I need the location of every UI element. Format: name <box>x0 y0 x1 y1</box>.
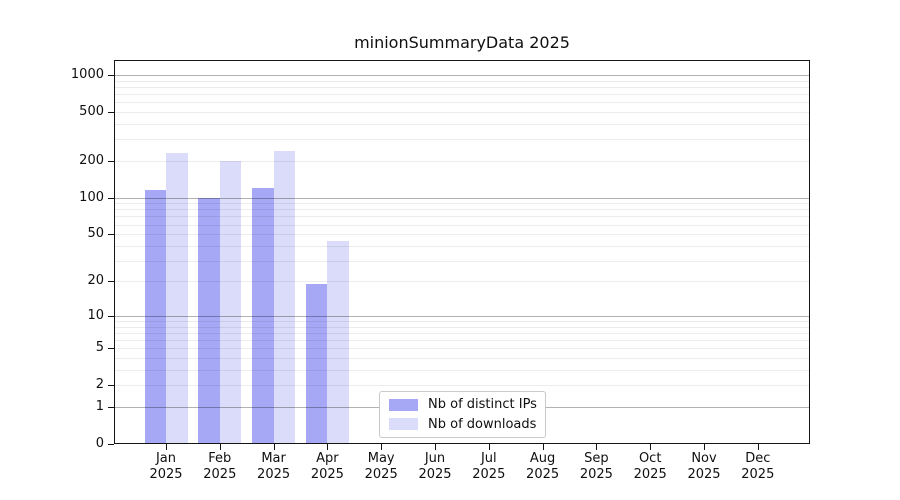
gridline-minor-700 <box>115 94 809 96</box>
y-tick-mark-5 <box>108 348 114 350</box>
legend-item-downloads: Nb of downloads <box>380 417 545 432</box>
y-tick-label-10: 10 <box>87 308 104 323</box>
gridline-minor-9 <box>115 321 809 322</box>
gridline-minor-60 <box>115 224 809 226</box>
y-tick-label-2: 2 <box>95 377 104 393</box>
gridline-minor-300 <box>115 139 809 141</box>
x-tick-mark-jan <box>166 444 167 450</box>
bar-ips-jan <box>144 190 166 443</box>
gridline-minor-900 <box>115 80 809 82</box>
y-tick-mark-200 <box>108 160 114 162</box>
y-tick-label-20: 20 <box>87 273 104 289</box>
bar-downloads-feb <box>219 160 242 443</box>
gridline-major-100 <box>115 197 809 199</box>
y-tick-mark-0 <box>108 444 114 445</box>
x-tick-label-oct: Oct 2025 <box>633 451 667 482</box>
y-tick-label-1: 1 <box>95 399 104 414</box>
x-tick-mark-nov <box>704 444 705 450</box>
x-tick-label-aug: Aug 2025 <box>526 451 560 482</box>
y-tick-label-1000: 1000 <box>70 67 104 83</box>
legend-label: Nb of downloads <box>428 416 537 432</box>
x-tick-mark-aug <box>542 444 544 450</box>
gridline-minor-40 <box>115 245 809 247</box>
gridline-minor-400 <box>115 123 809 125</box>
x-tick-mark-apr <box>327 444 329 450</box>
x-tick-label-nov: Nov 2025 <box>687 451 721 482</box>
gridline-minor-2 <box>115 385 809 387</box>
x-tick-label-jan: Jan 2025 <box>149 451 183 482</box>
legend-swatch-icon <box>389 398 418 411</box>
x-tick-label-may: May 2025 <box>364 451 398 482</box>
y-tick-label-100: 100 <box>79 189 104 205</box>
y-tick-mark-1 <box>108 407 114 408</box>
bar-downloads-apr <box>327 240 349 443</box>
y-tick-label-500: 500 <box>79 104 104 119</box>
x-tick-label-sep: Sep 2025 <box>579 451 613 482</box>
gridline-minor-50 <box>115 234 809 235</box>
bar-ips-mar <box>252 187 274 443</box>
x-tick-mark-may <box>381 444 383 450</box>
gridline-minor-20 <box>115 281 809 283</box>
x-tick-mark-mar <box>273 444 275 450</box>
gridline-minor-5 <box>115 348 809 350</box>
y-tick-label-5: 5 <box>95 340 104 356</box>
y-tick-label-50: 50 <box>87 226 104 241</box>
y-tick-mark-10 <box>108 316 114 317</box>
y-tick-mark-50 <box>108 234 114 235</box>
x-tick-mark-jul <box>488 444 490 450</box>
x-tick-label-mar: Mar 2025 <box>257 451 291 482</box>
y-tick-mark-2 <box>108 385 114 387</box>
bar-ips-apr <box>305 284 328 443</box>
x-tick-mark-feb <box>219 444 221 450</box>
gridline-minor-90 <box>115 203 809 205</box>
gridline-major-10 <box>115 316 809 317</box>
bar-downloads-mar <box>273 151 296 443</box>
gridline-minor-500 <box>115 112 809 113</box>
gridline-minor-80 <box>115 209 809 211</box>
gridline-minor-7 <box>115 333 809 334</box>
gridline-minor-8 <box>115 326 809 328</box>
x-tick-label-apr: Apr 2025 <box>310 451 344 482</box>
x-tick-label-jul: Jul 2025 <box>472 451 506 482</box>
gridline-minor-4 <box>115 358 809 360</box>
y-tick-label-200: 200 <box>79 152 104 168</box>
gridline-minor-800 <box>115 87 809 88</box>
legend: Nb of distinct IPs Nb of downloads <box>379 391 546 438</box>
x-tick-mark-jun <box>435 444 436 450</box>
chart-title: minionSummaryData 2025 <box>354 33 570 52</box>
y-tick-mark-500 <box>108 112 114 113</box>
bar-downloads-jan <box>166 153 188 443</box>
x-tick-mark-sep <box>596 444 598 450</box>
legend-item-distinct-ips: Nb of distinct IPs <box>380 397 545 412</box>
x-tick-label-jun: Jun 2025 <box>418 451 452 482</box>
gridline-minor-3 <box>115 370 809 371</box>
x-tick-mark-oct <box>650 444 652 450</box>
gridline-minor-600 <box>115 102 809 104</box>
y-tick-mark-1000 <box>108 75 114 77</box>
gridline-minor-6 <box>115 340 809 342</box>
x-tick-label-dec: Dec 2025 <box>741 451 775 482</box>
legend-label: Nb of distinct IPs <box>428 397 537 413</box>
x-tick-label-feb: Feb 2025 <box>203 451 237 482</box>
y-tick-label-0: 0 <box>95 436 104 451</box>
gridline-minor-30 <box>115 260 809 262</box>
gridline-major-1000 <box>115 75 809 77</box>
gridline-minor-200 <box>115 160 809 162</box>
y-tick-mark-100 <box>108 197 114 199</box>
legend-swatch-icon <box>389 418 418 431</box>
gridline-minor-70 <box>115 216 809 218</box>
y-tick-mark-20 <box>108 281 114 283</box>
x-tick-mark-dec <box>757 444 759 450</box>
bar-ips-feb <box>198 197 220 443</box>
